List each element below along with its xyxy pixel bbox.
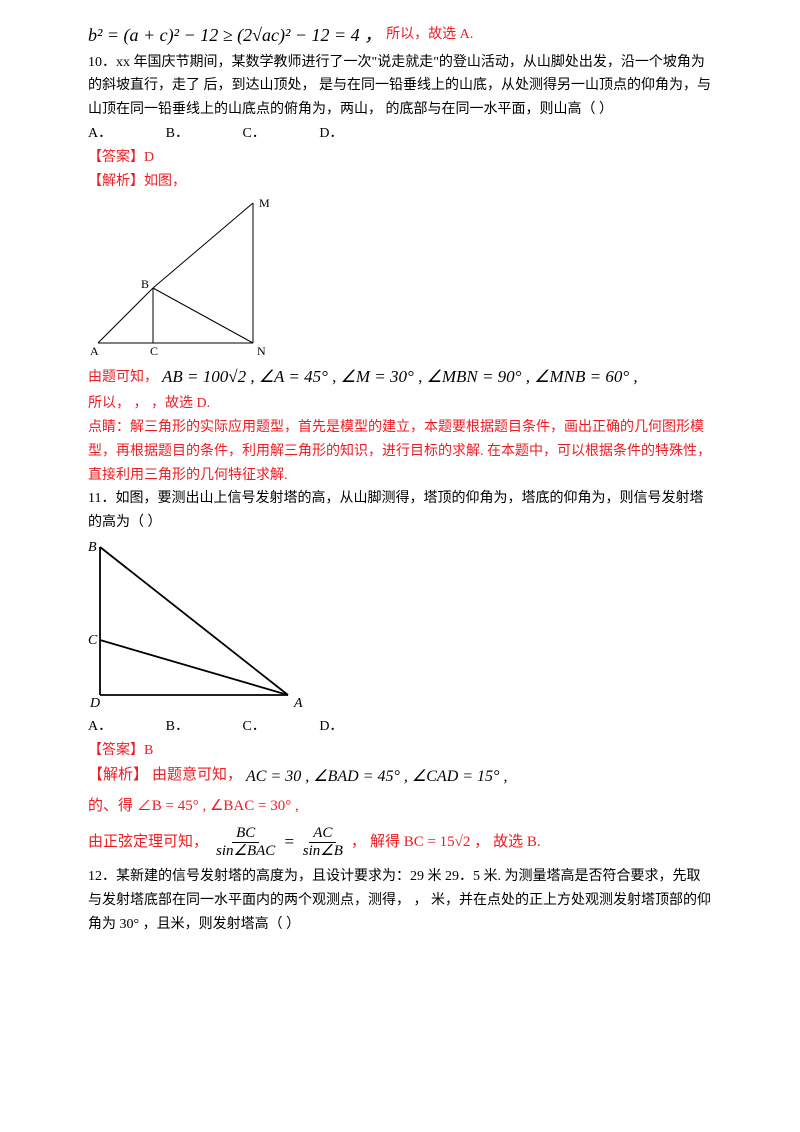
svg-text:A: A: [293, 696, 303, 711]
svg-text:A: A: [90, 344, 99, 358]
q11-sine-line: 由正弦定理可知， BC sin∠BAC = AC sin∠B ， 解得 BC =…: [88, 825, 712, 859]
q10-options: A． B． C． D．: [88, 122, 712, 146]
frac-ac-sinb: AC sin∠B: [299, 825, 347, 859]
q11-analysis-math: AC = 30 , ∠BAD = 45° , ∠CAD = 15° ,: [246, 763, 507, 790]
q10-analysis-label: 【解析】如图，: [88, 170, 712, 194]
svg-text:D: D: [89, 696, 100, 711]
q11-figure: D A C B: [88, 535, 318, 715]
q11-answer: 【答案】B: [88, 739, 712, 763]
q11-opt-c: C．: [242, 715, 265, 739]
q10-conclude: 所以， ， ，故选 D.: [88, 392, 712, 416]
svg-text:C: C: [150, 344, 158, 358]
q11-sine-end: 故选 B.: [493, 830, 541, 856]
q10-given-prefix: 由题可知，: [88, 366, 158, 390]
svg-text:B: B: [141, 277, 149, 291]
q10-opt-d: D．: [319, 122, 343, 146]
frac-bc-sinbac: BC sin∠BAC: [212, 825, 279, 859]
q11-opt-d: D．: [319, 715, 343, 739]
q10-opt-b: B．: [166, 122, 189, 146]
q11-opt-a: A．: [88, 715, 112, 739]
q10-opt-c: C．: [242, 122, 265, 146]
formula-text: b² = (a + c)² − 12 ≥ (2√ac)² − 12 = 4 ，: [88, 20, 382, 51]
q12-text: 12．某新建的信号发射塔的高度为，且设计要求为：29 米 29．5 米. 为测量…: [88, 865, 712, 936]
svg-text:C: C: [88, 633, 98, 648]
q11-analysis-prefix: 【解析】: [88, 763, 148, 789]
formula-conclusion: 所以，故选 A.: [386, 23, 473, 47]
q11-sine-solve: 解得 BC = 15√2 ，: [370, 830, 489, 856]
q10-answer: 【答案】D: [88, 146, 712, 170]
q11-options: A． B． C． D．: [88, 715, 712, 739]
q10-given-math: AB = 100√2 , ∠A = 45° , ∠M = 30° , ∠MBN …: [162, 363, 638, 392]
equals-icon: =: [283, 828, 294, 857]
q10-text: 10．xx 年国庆节期间，某数学教师进行了一次"说走就走"的登山活动，从山脚处出…: [88, 51, 712, 122]
q11-analysis-1: 【解析】 由题意可知， AC = 30 , ∠BAD = 45° , ∠CAD …: [88, 763, 712, 820]
q10-figure: A C N B M: [88, 193, 288, 363]
q10-given: 由题可知， AB = 100√2 , ∠A = 45° , ∠M = 30° ,…: [88, 363, 712, 392]
q11-analysis-tail: 的、得 ∠B = 45° , ∠BAC = 30° ,: [88, 794, 299, 820]
q11-opt-b: B．: [166, 715, 189, 739]
svg-text:B: B: [88, 540, 97, 555]
q9-final-formula: b² = (a + c)² − 12 ≥ (2√ac)² − 12 = 4 ， …: [88, 20, 712, 51]
q11-sine-prefix: 由正弦定理可知，: [88, 830, 208, 856]
svg-text:N: N: [257, 344, 266, 358]
q11-comma: ，: [351, 830, 366, 856]
q11-text: 11．如图，要测出山上信号发射塔的高，从山脚测得，塔顶的仰角为，塔底的仰角为，则…: [88, 487, 712, 535]
q10-opt-a: A．: [88, 122, 112, 146]
q10-comment: 点睛：解三角形的实际应用题型，首先是模型的建立，本题要根据题目条件，画出正确的几…: [88, 416, 712, 487]
q11-analysis-text: 由题意可知，: [152, 763, 242, 789]
svg-text:M: M: [259, 196, 270, 210]
